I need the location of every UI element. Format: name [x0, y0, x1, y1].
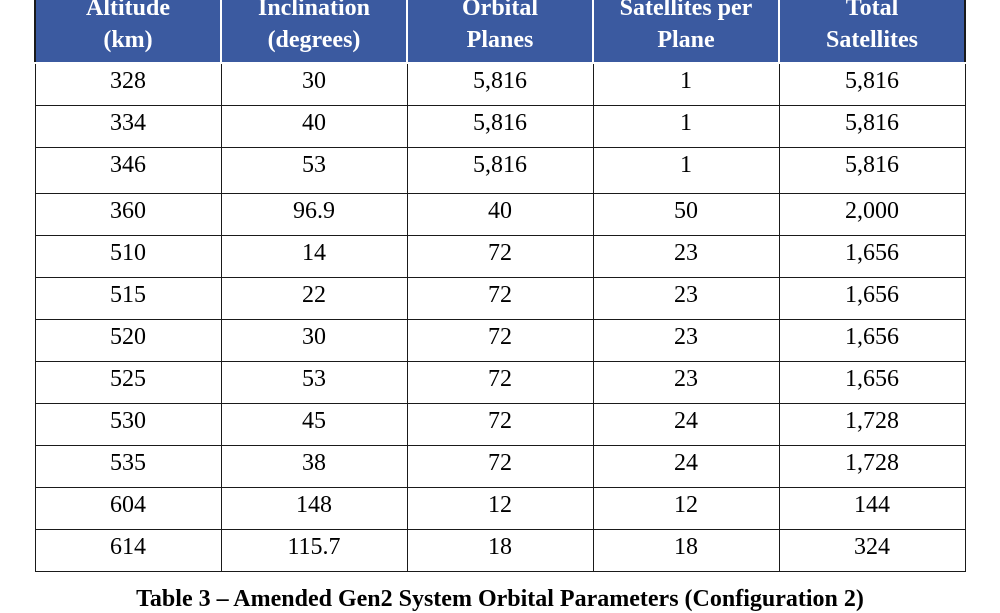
cell-total-satellites: 324	[778, 528, 966, 572]
orbital-parameters-table: Altitude (km) Inclination (degrees) Orbi…	[34, 0, 966, 572]
table-body: 328 30 5,816 1 5,816 334 40 5,816 1 5,81…	[34, 62, 966, 572]
cell-satellites-per-plane: 23	[592, 360, 780, 404]
cell-altitude: 328	[34, 62, 222, 106]
cell-altitude: 525	[34, 360, 222, 404]
cell-orbital-planes: 72	[406, 444, 594, 488]
cell-orbital-planes: 40	[406, 192, 594, 236]
cell-orbital-planes: 5,816	[406, 62, 594, 106]
header-line: (degrees)	[267, 27, 361, 53]
cell-satellites-per-plane: 1	[592, 104, 780, 148]
cell-orbital-planes: 72	[406, 276, 594, 320]
cell-orbital-planes: 72	[406, 402, 594, 446]
cell-total-satellites: 1,656	[778, 360, 966, 404]
cell-orbital-planes: 72	[406, 360, 594, 404]
cell-altitude: 604	[34, 486, 222, 530]
cell-altitude: 334	[34, 104, 222, 148]
table-row: 510 14 72 23 1,656	[34, 234, 966, 278]
header-row: Altitude (km) Inclination (degrees) Orbi…	[34, 0, 966, 64]
table-row: 520 30 72 23 1,656	[34, 318, 966, 362]
cell-inclination: 30	[220, 62, 408, 106]
cell-satellites-per-plane: 23	[592, 234, 780, 278]
cell-altitude: 614	[34, 528, 222, 572]
cell-altitude: 346	[34, 146, 222, 194]
cell-inclination: 148	[220, 486, 408, 530]
cell-altitude: 520	[34, 318, 222, 362]
header-line: Satellites	[826, 27, 918, 53]
header-satellites-per-plane: Satellites per Plane	[592, 0, 780, 64]
cell-total-satellites: 5,816	[778, 104, 966, 148]
cell-inclination: 115.7	[220, 528, 408, 572]
cell-total-satellites: 2,000	[778, 192, 966, 236]
table-row: 360 96.9 40 50 2,000	[34, 192, 966, 236]
cell-inclination: 53	[220, 360, 408, 404]
cell-total-satellites: 5,816	[778, 62, 966, 106]
cell-satellites-per-plane: 12	[592, 486, 780, 530]
cell-inclination: 30	[220, 318, 408, 362]
header-line: (km)	[103, 27, 153, 53]
table-row: 328 30 5,816 1 5,816	[34, 62, 966, 106]
cell-inclination: 40	[220, 104, 408, 148]
header-line: Total	[845, 0, 899, 21]
cell-total-satellites: 1,656	[778, 234, 966, 278]
cell-altitude: 515	[34, 276, 222, 320]
header-line: Satellites per	[619, 0, 753, 21]
cell-satellites-per-plane: 1	[592, 62, 780, 106]
cell-total-satellites: 1,728	[778, 402, 966, 446]
table-row: 346 53 5,816 1 5,816	[34, 146, 966, 194]
cell-total-satellites: 144	[778, 486, 966, 530]
cell-altitude: 510	[34, 234, 222, 278]
cell-orbital-planes: 72	[406, 234, 594, 278]
cell-orbital-planes: 12	[406, 486, 594, 530]
header-line: Inclination	[257, 0, 371, 21]
header-line: Plane	[657, 27, 715, 53]
cell-orbital-planes: 5,816	[406, 146, 594, 194]
cell-orbital-planes: 5,816	[406, 104, 594, 148]
cell-satellites-per-plane: 18	[592, 528, 780, 572]
table-row: 334 40 5,816 1 5,816	[34, 104, 966, 148]
cell-orbital-planes: 18	[406, 528, 594, 572]
table-row: 614 115.7 18 18 324	[34, 528, 966, 572]
cell-satellites-per-plane: 23	[592, 318, 780, 362]
table-row: 535 38 72 24 1,728	[34, 444, 966, 488]
cell-orbital-planes: 72	[406, 318, 594, 362]
cell-altitude: 535	[34, 444, 222, 488]
header-line: Orbital	[462, 0, 538, 21]
cell-total-satellites: 5,816	[778, 146, 966, 194]
cell-total-satellites: 1,656	[778, 318, 966, 362]
cell-satellites-per-plane: 24	[592, 444, 780, 488]
cell-satellites-per-plane: 23	[592, 276, 780, 320]
header-orbital-planes: Orbital Planes	[406, 0, 594, 64]
header-altitude: Altitude (km)	[34, 0, 222, 64]
header-total-satellites: Total Satellites	[778, 0, 966, 64]
header-line: Planes	[466, 27, 534, 53]
header-line: Altitude	[86, 0, 170, 21]
cell-inclination: 22	[220, 276, 408, 320]
cell-inclination: 53	[220, 146, 408, 194]
table-row: 530 45 72 24 1,728	[34, 402, 966, 446]
cell-inclination: 96.9	[220, 192, 408, 236]
cell-total-satellites: 1,728	[778, 444, 966, 488]
cell-inclination: 14	[220, 234, 408, 278]
cell-satellites-per-plane: 50	[592, 192, 780, 236]
cell-satellites-per-plane: 1	[592, 146, 780, 194]
table-row: 525 53 72 23 1,656	[34, 360, 966, 404]
header-inclination: Inclination (degrees)	[220, 0, 408, 64]
cell-satellites-per-plane: 24	[592, 402, 780, 446]
cell-altitude: 530	[34, 402, 222, 446]
table-header: Altitude (km) Inclination (degrees) Orbi…	[34, 0, 966, 64]
table-row: 604 148 12 12 144	[34, 486, 966, 530]
cell-inclination: 38	[220, 444, 408, 488]
cell-inclination: 45	[220, 402, 408, 446]
table-row: 515 22 72 23 1,656	[34, 276, 966, 320]
cell-total-satellites: 1,656	[778, 276, 966, 320]
cell-altitude: 360	[34, 192, 222, 236]
